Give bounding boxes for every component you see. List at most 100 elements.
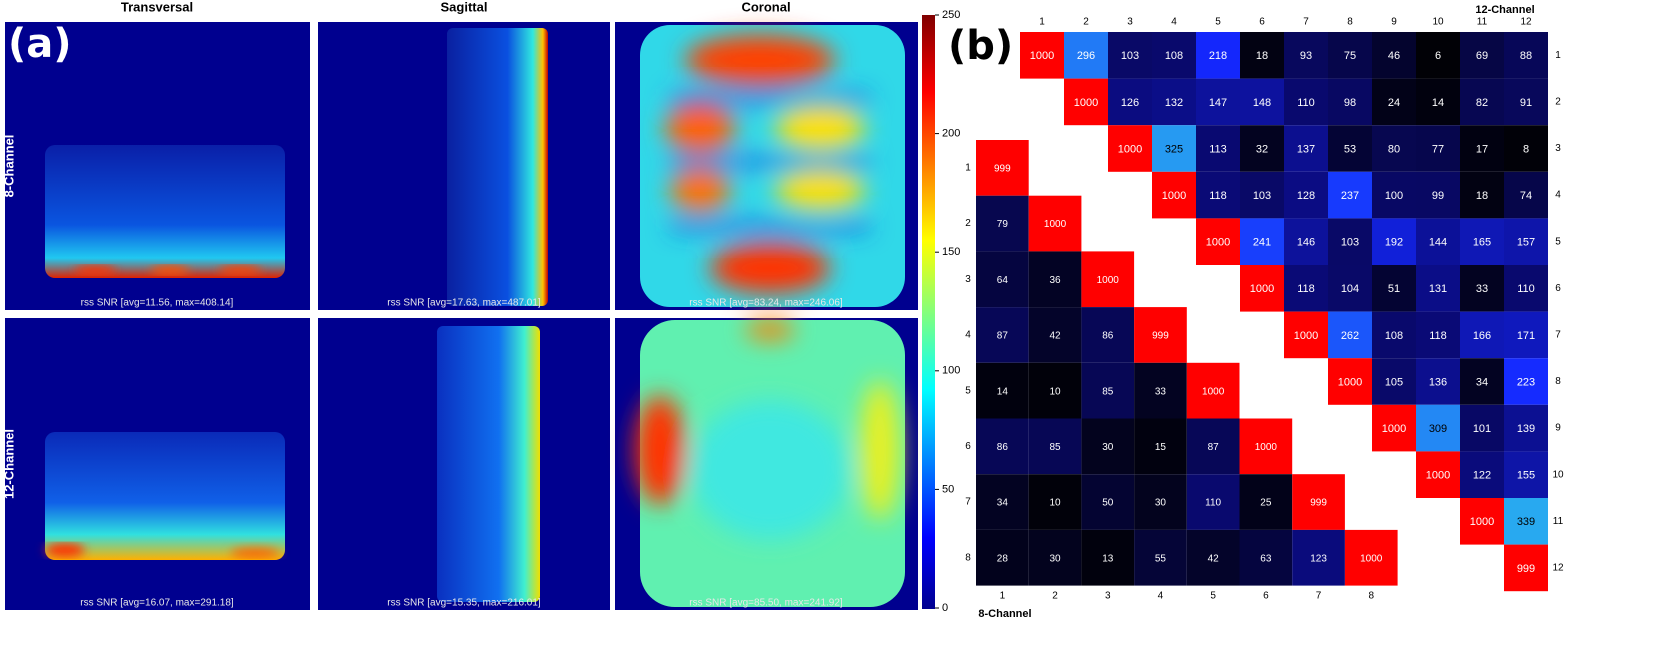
cell-value: 17: [1476, 143, 1488, 155]
matrix-cell: [1504, 311, 1548, 359]
cell-value: 18: [1476, 190, 1488, 202]
matrix-cell: [1504, 171, 1548, 219]
matrix-cell: [1460, 498, 1504, 545]
matrix-cell: [1372, 218, 1416, 265]
row-title: 12-Channel: [1, 429, 16, 499]
matrix-cell: [1081, 251, 1135, 308]
matrix-cell: [1328, 311, 1372, 359]
matrix-cell: [1240, 32, 1284, 79]
matrix-cell: [1134, 307, 1187, 363]
cell-value: 77: [1432, 143, 1444, 155]
column-label: 6: [1259, 17, 1265, 28]
matrix-cell: [1186, 474, 1240, 530]
cell-value: 241: [1253, 237, 1271, 249]
matrix-cell: [1152, 32, 1196, 79]
cell-value: 34: [997, 498, 1009, 509]
column-label: 6: [1263, 591, 1269, 602]
cell-value: 33: [1155, 386, 1167, 397]
matrix-cell: [1328, 125, 1372, 172]
cell-value: 100: [1385, 190, 1403, 202]
matrix-cell: [976, 529, 1029, 586]
matrix-cell: [1239, 418, 1293, 475]
matrix-cell: [1416, 218, 1460, 265]
matrix-cell: [1504, 498, 1548, 545]
matrix-cell: [1504, 544, 1548, 592]
matrix-cell: [1134, 529, 1187, 586]
matrix-cell: [1416, 125, 1460, 172]
column-label: 12: [1520, 17, 1532, 28]
matrix-cell: [1292, 474, 1345, 530]
matrix-cell: [1284, 32, 1328, 79]
matrix-cell: [1284, 171, 1328, 219]
cell-value: 30: [1102, 442, 1114, 453]
column-label: 1: [1039, 17, 1045, 28]
matrix-cell: [1460, 358, 1504, 405]
matrix-cell: [1460, 404, 1504, 452]
cell-value: 132: [1165, 97, 1183, 109]
matrix-cell: [1240, 125, 1284, 172]
matrix-cell: [1372, 311, 1416, 359]
column-title: Sagittal: [441, 0, 488, 14]
cell-value: 86: [997, 442, 1009, 453]
matrix-cell: [976, 251, 1029, 308]
cell-value: 1000: [1360, 553, 1383, 564]
matrix-cell: [1239, 474, 1293, 530]
cell-value: 223: [1517, 376, 1535, 388]
matrix-cell: [1028, 195, 1082, 252]
row-label: 1: [1555, 50, 1561, 61]
matrix-cell: [1108, 32, 1152, 79]
matrix-cell: [1460, 311, 1504, 359]
hotspots: [73, 265, 262, 275]
matrix-cell: [1064, 32, 1108, 79]
cell-value: 113: [1209, 143, 1227, 155]
row-label: 6: [965, 441, 971, 452]
cell-value: 46: [1388, 50, 1400, 62]
matrix-title: 8-Channel: [978, 608, 1031, 620]
matrix-cell: [1064, 78, 1108, 126]
field-pattern: [665, 35, 870, 293]
phantom: [447, 28, 548, 306]
cell-value: 1000: [1030, 50, 1054, 62]
panel-a-images: [5, 15, 935, 610]
matrix-cell: [1240, 218, 1284, 265]
column-label: 4: [1158, 591, 1164, 602]
matrix-cell: [1284, 78, 1328, 126]
matrix-cell: [1504, 265, 1548, 312]
cell-value: 155: [1517, 470, 1535, 482]
hotspots: [45, 543, 280, 558]
row-label: 4: [1555, 190, 1561, 201]
matrix-cell: [1028, 529, 1082, 586]
cell-value: 1000: [1206, 237, 1230, 249]
cell-value: 103: [1121, 50, 1139, 62]
row-label: 2: [965, 218, 971, 229]
cell-value: 118: [1429, 330, 1447, 342]
matrix-cell: [1416, 404, 1460, 452]
cell-value: 15: [1155, 442, 1167, 453]
matrix-cell: [1460, 78, 1504, 126]
cell-value: 34: [1476, 376, 1488, 388]
matrix-cell: [1504, 218, 1548, 265]
matrix-cell: [1284, 125, 1328, 172]
row-label: 10: [1552, 469, 1564, 480]
matrix-cell: [1416, 78, 1460, 126]
matrix-cell: [1460, 218, 1504, 265]
caption: rss SNR [avg=17.63, max=487.01]: [387, 298, 541, 309]
cell-value: 218: [1209, 50, 1227, 62]
column-label: 1: [1000, 591, 1006, 602]
cell-value: 171: [1517, 330, 1535, 342]
row-label: 5: [965, 385, 971, 396]
cell-value: 32: [1256, 143, 1268, 155]
cell-value: 36: [1049, 275, 1061, 286]
cell-value: 1000: [1118, 143, 1142, 155]
matrix-cell: [1328, 265, 1372, 312]
column-label: 5: [1210, 591, 1216, 602]
matrix-cell: [1028, 474, 1082, 530]
cell-value: 103: [1253, 190, 1271, 202]
colorbar: [922, 15, 935, 609]
matrix-cell: [1504, 32, 1548, 79]
colorbar-tick-label: 100: [942, 365, 960, 377]
cell-value: 98: [1344, 97, 1356, 109]
cell-value: 1000: [1074, 97, 1098, 109]
cell-value: 13: [1102, 553, 1114, 564]
cell-value: 110: [1517, 283, 1535, 295]
